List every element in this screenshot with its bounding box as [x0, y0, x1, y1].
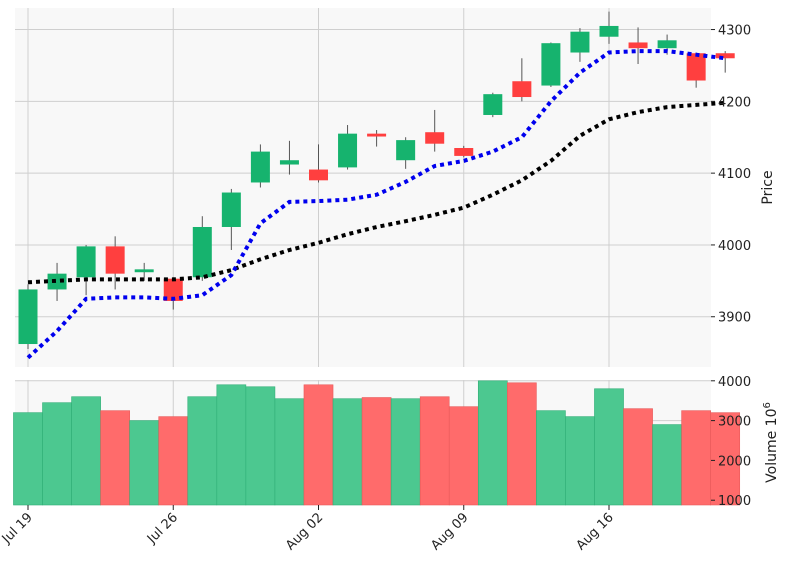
volume-bar: [565, 416, 595, 506]
volume-bar: [100, 410, 130, 506]
candle-body: [483, 94, 503, 115]
volume-bar: [681, 410, 711, 506]
candle-body: [18, 289, 38, 345]
candle-body: [454, 148, 474, 156]
volume-bar: [129, 420, 160, 506]
volume-bar: [419, 396, 450, 506]
price-tick-label: 3900: [718, 311, 751, 326]
candle-body: [105, 246, 125, 274]
volume-bar: [274, 398, 305, 506]
volume-bar: [361, 397, 392, 506]
volume-axis-title: Volume 106: [762, 402, 780, 483]
candle-body: [715, 53, 735, 59]
volume-bar: [245, 386, 276, 506]
candle-body: [76, 246, 96, 278]
candle-body: [396, 140, 416, 161]
volume-axis-exponent: 6: [762, 402, 773, 408]
volume-bar: [158, 416, 189, 506]
date-tick-label: Aug 02: [283, 510, 326, 553]
date-tick-label: Aug 16: [574, 510, 617, 553]
price-axis-title: Price: [760, 170, 776, 204]
candle-body: [163, 278, 183, 301]
volume-bar: [594, 388, 624, 506]
candle-body: [541, 43, 561, 86]
candle-body: [657, 40, 677, 49]
date-tick-label: Jul 26: [144, 510, 181, 547]
date-tick-label: Jul 19: [0, 510, 36, 547]
volume-bar: [710, 412, 741, 506]
volume-bar: [507, 382, 537, 506]
volume-bar: [536, 410, 566, 506]
volume-tick-label: 2000: [718, 454, 751, 469]
price-tick-label: 4000: [718, 239, 751, 254]
candle-body: [338, 133, 358, 168]
volume-bar: [477, 380, 508, 506]
date-tick-label: Aug 09: [428, 510, 471, 553]
volume-bar: [71, 396, 101, 506]
candle-body: [367, 133, 387, 137]
volume-bar: [623, 408, 653, 506]
volume-tick-label: 3000: [718, 415, 751, 430]
candle-body: [221, 192, 241, 227]
price-tick-label: 4200: [718, 95, 751, 110]
candle-body: [47, 273, 67, 290]
volume-tick-label: 4000: [718, 375, 751, 390]
volume-bar: [332, 398, 363, 506]
candle-body: [134, 269, 154, 273]
candle-body: [628, 42, 648, 49]
volume-bar: [652, 424, 682, 506]
volume-bar: [216, 384, 247, 506]
candle-body: [512, 81, 532, 98]
volume-bar: [448, 406, 479, 506]
volume-bar: [187, 396, 218, 506]
price-tick-label: 4300: [718, 24, 751, 39]
price-panel-background: [15, 8, 711, 367]
candle-body: [686, 53, 706, 81]
moving-average-slow-line: [27, 100, 726, 285]
volume-bar: [303, 384, 334, 506]
candle-body: [279, 160, 299, 165]
candle-body: [250, 151, 270, 183]
candle-body: [570, 31, 590, 53]
volume-bar: [42, 402, 72, 506]
candle-body: [425, 132, 445, 144]
volume-bar: [390, 398, 421, 506]
volume-tick-label: 1000: [718, 494, 751, 509]
moving-average-fast-line: [26, 49, 726, 360]
volume-bar: [13, 412, 43, 506]
candle-body: [599, 25, 619, 37]
price-tick-label: 4100: [718, 167, 751, 182]
candle-body: [192, 226, 212, 278]
candle-body: [309, 169, 328, 181]
